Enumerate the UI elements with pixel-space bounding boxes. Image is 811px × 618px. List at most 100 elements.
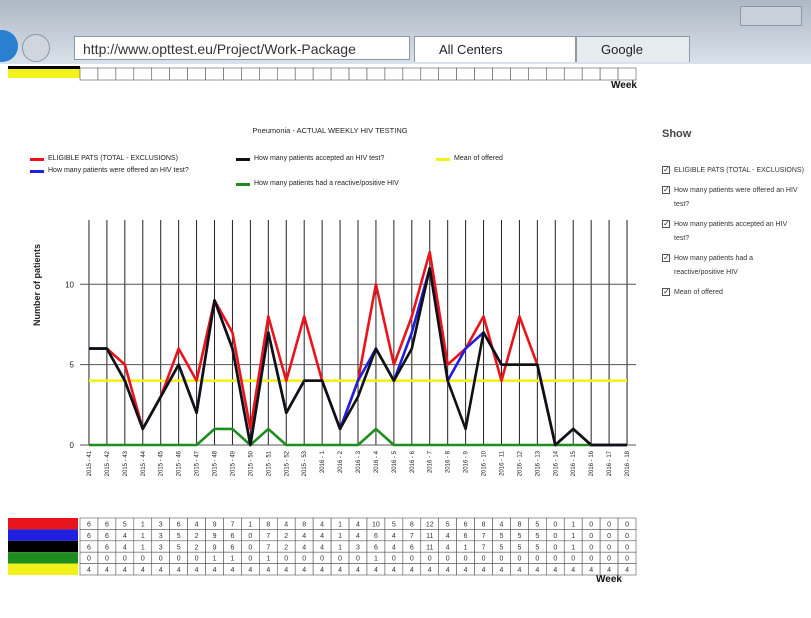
table-value: 6: [410, 544, 414, 551]
table-value: 4: [248, 567, 252, 574]
table-value: 4: [428, 567, 432, 574]
checkbox[interactable]: ✓: [662, 253, 670, 262]
table-value: 4: [302, 533, 306, 540]
table-value: 4: [374, 567, 378, 574]
table-value: 5: [177, 533, 181, 540]
show-option: ✓ How many patients were offered an HIV t…: [662, 184, 804, 212]
x-tick-label: 2015 - 46: [177, 450, 183, 476]
show-title: Show: [662, 128, 692, 140]
chart-title: Pneumonia - ACTUAL WEEKLY HIV TESTING: [252, 126, 407, 135]
table-value: 0: [553, 544, 557, 551]
forward-button[interactable]: [22, 34, 50, 62]
x-tick-label: 2016 - 11: [499, 450, 505, 476]
table-value: 11: [426, 533, 433, 540]
table-value: 1: [266, 556, 270, 563]
table-value: 10: [372, 522, 380, 529]
table-value: 4: [500, 567, 504, 574]
table-value: 6: [87, 544, 91, 551]
show-option: ✓ ELIGIBLE PATS (TOTAL - EXCLUSIONS): [662, 164, 804, 178]
week-strip-cell: [366, 67, 386, 81]
table-value: 4: [266, 567, 270, 574]
checkbox[interactable]: ✓: [662, 287, 670, 296]
week-label: Week: [596, 574, 622, 585]
show-panel: Show ✓ ELIGIBLE PATS (TOTAL - EXCLUSIONS)…: [662, 128, 811, 306]
table-value: 1: [338, 533, 342, 540]
x-tick-label: 2016 - 7: [428, 450, 434, 473]
table-value: 8: [302, 522, 306, 529]
table-value: 6: [87, 533, 91, 540]
table-value: 4: [589, 567, 593, 574]
table-value: 4: [356, 567, 360, 574]
table-value: 7: [410, 533, 414, 540]
x-tick-label: 2015 - 52: [284, 450, 290, 476]
table-value: 0: [392, 556, 396, 563]
week-strip-cell: [276, 67, 296, 81]
table-value: 1: [213, 556, 217, 563]
table-value: 1: [248, 522, 252, 529]
table-value: 7: [266, 544, 270, 551]
week-strip-cell: [97, 67, 117, 81]
table-value: 4: [392, 533, 396, 540]
table-value: 7: [482, 533, 486, 540]
table-value: 0: [517, 556, 521, 563]
legend-swatch: [30, 158, 44, 161]
table-value: 0: [338, 556, 342, 563]
x-tick-label: 2016 - 6: [410, 450, 416, 473]
table-value: 4: [446, 544, 450, 551]
table-value: 5: [123, 522, 127, 529]
table-value: 4: [446, 567, 450, 574]
table-value: 12: [426, 522, 434, 529]
address-bar[interactable]: http://www.opttest.eu/Project/Work-Packa…: [74, 36, 410, 60]
series-line: [88, 427, 628, 447]
table-value: 4: [141, 567, 145, 574]
x-tick-label: 2016 - 2: [338, 450, 344, 473]
table-value: 4: [464, 567, 468, 574]
tab[interactable]: Google: [576, 36, 690, 62]
window-buttons[interactable]: [740, 6, 802, 26]
table-value: 1: [374, 556, 378, 563]
checkbox[interactable]: ✓: [662, 185, 670, 194]
tab[interactable]: All Centers: [414, 36, 576, 62]
week-strip-cell: [241, 67, 260, 81]
table-value: 0: [571, 556, 575, 563]
table-value: 2: [195, 533, 199, 540]
table-value: 1: [141, 544, 145, 551]
table-value: 6: [374, 533, 378, 540]
table-value: 1: [141, 533, 145, 540]
checkbox[interactable]: ✓: [662, 165, 670, 174]
table-value: 5: [500, 544, 504, 551]
legend-label: Mean of offered: [454, 155, 503, 162]
y-tick-label: 0: [70, 441, 75, 450]
week-strip-cell: [420, 67, 440, 81]
table-value: 0: [195, 556, 199, 563]
week-label: Week: [611, 80, 637, 91]
show-option: ✓ How many patients had a reactive/positi…: [662, 252, 804, 280]
table-value: 3: [356, 544, 360, 551]
table-value: 5: [535, 544, 539, 551]
table-color-cell: [8, 552, 78, 564]
table-color-cell: [8, 518, 78, 530]
show-option-label: How many patients were offered an HIV te…: [674, 187, 798, 208]
checkbox[interactable]: ✓: [662, 219, 670, 228]
table-value: 5: [517, 533, 521, 540]
table-value: 1: [571, 544, 575, 551]
table-value: 6: [105, 533, 109, 540]
week-strip-cell: [546, 67, 565, 81]
table-value: 0: [320, 556, 324, 563]
week-strip-cell: [205, 67, 224, 81]
table-value: 5: [177, 544, 181, 551]
table-value: 0: [625, 544, 629, 551]
back-button[interactable]: [0, 30, 18, 62]
show-option-label: How many patients accepted an HIV test?: [674, 221, 788, 242]
table-value: 4: [625, 567, 629, 574]
table-value: 3: [159, 522, 163, 529]
table-value: 3: [159, 533, 163, 540]
week-strip-cell: [151, 67, 170, 81]
x-tick-label: 2015 - 49: [230, 450, 236, 476]
table-value: 4: [123, 533, 127, 540]
table-value: 4: [356, 522, 360, 529]
table-value: 4: [535, 567, 539, 574]
table-value: 9: [213, 544, 217, 551]
x-tick-label: 2015 - 53: [302, 450, 308, 476]
table-value: 0: [553, 533, 557, 540]
